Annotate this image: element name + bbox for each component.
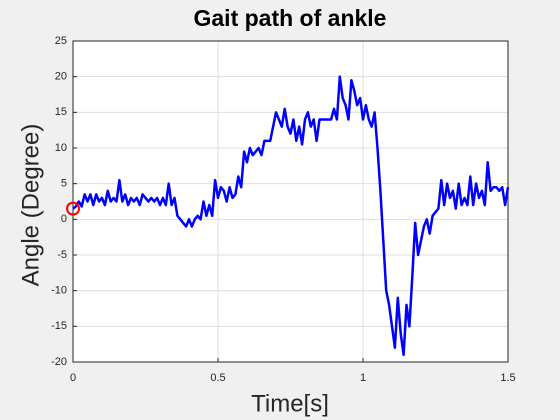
y-tick-label: -10 [51, 285, 67, 297]
x-tick-label: 1 [360, 372, 366, 384]
y-tick-label: -5 [57, 249, 67, 261]
chart-title: Gait path of ankle [194, 5, 387, 31]
y-tick-label: 5 [61, 178, 67, 190]
x-tick-label: 1.5 [500, 372, 515, 384]
y-tick-label: 10 [55, 142, 67, 154]
data-line [72, 75, 510, 357]
y-tick-label: 20 [55, 71, 67, 83]
y-tick-label: 25 [55, 35, 67, 47]
plot-area [73, 41, 508, 362]
x-axis-label: Time[s] [251, 390, 329, 417]
axes-box [72, 40, 509, 363]
start-marker [66, 201, 80, 216]
y-tick-label: -15 [51, 320, 67, 332]
y-axis-label: Angle (Degree) [17, 124, 44, 287]
y-tick-label: 0 [61, 213, 67, 225]
x-tick-label: 0 [70, 372, 76, 384]
y-tick-label: 15 [55, 106, 67, 118]
x-tick-label: 0.5 [210, 372, 225, 384]
y-tick-label: -20 [51, 356, 67, 368]
